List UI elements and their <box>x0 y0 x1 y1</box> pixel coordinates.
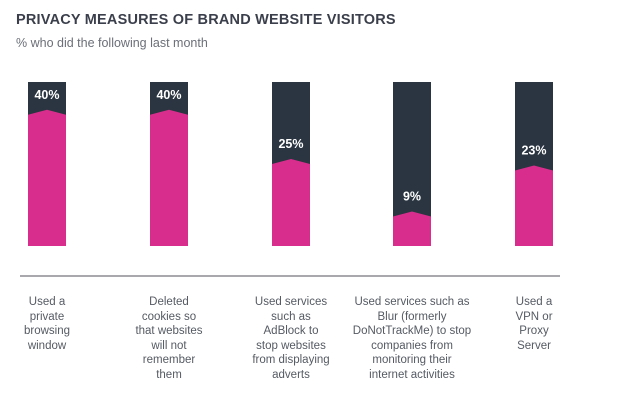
category-label-1: Used a private browsing window <box>0 295 102 353</box>
data-label-5: 23% <box>521 144 546 158</box>
category-label-line: browsing <box>23 325 71 338</box>
category-label-line: window <box>27 339 67 352</box>
data-label-1: 40% <box>34 88 59 102</box>
category-label-line: stop websites <box>256 339 326 352</box>
category-label-line: Server <box>517 339 551 352</box>
bar-1 <box>28 109 66 246</box>
data-label-4: 9% <box>403 189 421 203</box>
category-label-line: them <box>156 368 182 381</box>
category-label-line: adverts <box>272 368 310 381</box>
category-label-line: internet activities <box>369 368 455 381</box>
category-label-line: Deleted <box>149 296 189 308</box>
category-label-line: private <box>29 310 65 323</box>
category-label-line: Used a <box>515 296 553 308</box>
category-label-line: Used a <box>28 296 66 308</box>
category-label-line: Proxy <box>519 325 549 338</box>
data-label-3: 25% <box>278 137 303 151</box>
bar-3 <box>272 159 310 246</box>
category-label-line: Used services <box>254 296 328 308</box>
category-label-4: Used services such as Blur (formerly DoNot… <box>337 295 487 383</box>
data-label-2: 40% <box>156 88 181 102</box>
category-label-line: companies from <box>371 339 453 352</box>
chart-subtitle: % who did the following last month <box>16 36 208 50</box>
category-label-line: AdBlock to <box>263 325 319 338</box>
category-label-line: from displaying <box>252 354 330 367</box>
category-label-5: Used a VPN or Proxy Server <box>479 295 589 353</box>
bar-5 <box>515 165 553 246</box>
category-label-line: Used services such as <box>354 296 470 308</box>
chart-title: PRIVACY MEASURES OF BRAND WEBSITE VISITO… <box>16 12 396 28</box>
category-label-line: that websites <box>135 325 203 338</box>
category-label-line: monitoring their <box>372 354 452 367</box>
category-label-line: cookies so <box>141 310 197 323</box>
category-label-line: will not <box>151 339 187 352</box>
category-label-line: VPN or <box>515 310 553 323</box>
category-label-line: such as <box>271 310 311 323</box>
bar-2 <box>150 109 188 246</box>
bar-4 <box>393 211 431 246</box>
category-label-line: DoNotTrackMe) to stop <box>352 325 472 338</box>
category-label-line: remember <box>142 354 196 367</box>
category-label-line: Blur (formerly <box>377 310 447 323</box>
category-label-3: Used services such as AdBlock to stop websi… <box>236 295 346 383</box>
category-label-2: Deleted cookies so that websites will not re… <box>114 295 224 383</box>
